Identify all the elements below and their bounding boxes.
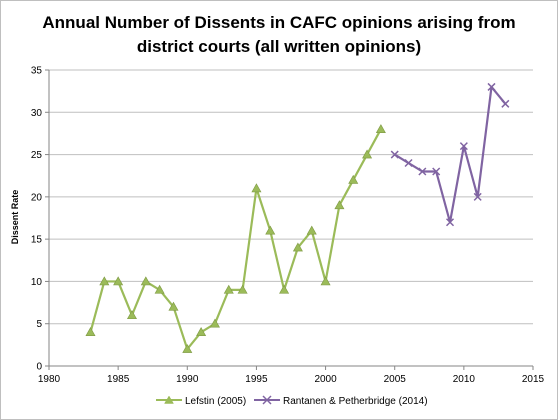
- chart-title-line-2: district courts (all written opinions): [137, 37, 421, 56]
- x-tick-label-1995: 1995: [245, 374, 268, 385]
- legend: Lefstin (2005) Rantanen & Petherbridge (…: [156, 396, 428, 407]
- chart-title-line-1: Annual Number of Dissents in CAFC opinio…: [42, 13, 515, 32]
- x-tick-label-2010: 2010: [453, 374, 476, 385]
- y-tick-label-0: 0: [36, 362, 42, 373]
- y-tick-label-5: 5: [36, 319, 42, 330]
- y-tick-label-30: 30: [31, 108, 43, 119]
- x-tick-label-1980: 1980: [38, 374, 61, 385]
- y-axis-title: Dissent Rate: [10, 190, 20, 245]
- x-tick-label-2015: 2015: [522, 374, 545, 385]
- x-tick-label-2000: 2000: [314, 374, 337, 385]
- legend-label-rantanen: Rantanen & Petherbridge (2014): [283, 396, 428, 407]
- x-tick-label-1990: 1990: [176, 374, 199, 385]
- y-tick-label-10: 10: [31, 277, 43, 288]
- y-tick-label-25: 25: [31, 150, 43, 161]
- y-tick-label-20: 20: [31, 192, 43, 203]
- x-tick-label-2005: 2005: [384, 374, 407, 385]
- y-tick-label-15: 15: [31, 235, 43, 246]
- y-tick-label-35: 35: [31, 66, 43, 77]
- legend-label-lefstin: Lefstin (2005): [185, 396, 246, 407]
- x-tick-label-1985: 1985: [107, 374, 130, 385]
